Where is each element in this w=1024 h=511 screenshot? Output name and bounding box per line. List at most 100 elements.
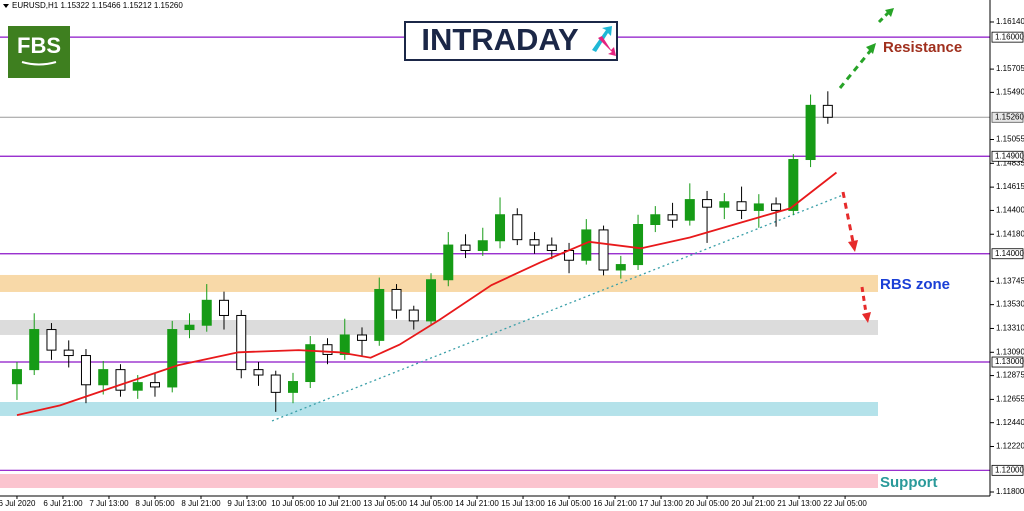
candle-body [633,223,644,266]
y-tick-label: 1.15490 [996,87,1024,96]
y-tick-label: 1.14180 [996,229,1024,238]
annotation: Resistance [883,39,962,56]
candle-body [736,201,747,211]
x-tick-label: 9 Jul 13:00 [227,499,267,508]
zones [0,274,878,488]
x-tick-label: 17 Jul 13:00 [639,499,683,508]
zone [0,274,878,292]
current-price-label: 1.15260 [995,112,1024,121]
zone [0,401,878,416]
level-label: 1.14900 [995,151,1024,160]
y-tick-label: 1.15705 [996,64,1024,73]
candle-body [305,344,316,383]
candle-body [322,344,333,355]
candle-body [426,279,437,322]
candle-body [253,369,264,376]
up-arrow-head [866,43,876,54]
candle-body [29,329,40,371]
level-label: 1.13000 [995,357,1024,366]
fbs-logo-swoosh [21,61,57,66]
level-label-box [991,248,1024,260]
y-tick-label: 1.14835 [996,158,1024,167]
candle-body [218,299,229,316]
candle-body [719,201,730,208]
candles [11,91,844,422]
candle-body [667,214,678,221]
candle-body [753,203,764,211]
candle-body [529,239,540,246]
candle-body [546,244,557,251]
level-label-box [991,31,1024,43]
zone [0,474,878,488]
candle-body [374,288,385,341]
y-tick-label: 1.14615 [996,182,1024,191]
up-arrow-2 [877,11,890,24]
x-tick-label: 20 Jul 05:00 [685,499,729,508]
candle-body [98,369,109,386]
candle-body [184,324,195,331]
candle-body [512,214,523,241]
header-icon [3,4,9,8]
intraday-logo [404,21,618,61]
x-tick-label: 10 Jul 05:00 [271,499,315,508]
candle-body [288,381,299,393]
fbs-logo [8,26,70,78]
y-tick-label: 1.11800 [996,487,1024,496]
candle-body [11,369,22,385]
x-tick-label: 13 Jul 05:00 [363,499,407,508]
y-tick-label: 1.12655 [996,395,1024,404]
candle-body [132,382,143,391]
x-tick-label: 8 Jul 21:00 [181,499,221,508]
x-tick-label: 6 Jul 2020 [0,499,36,508]
x-tick-label: 16 Jul 21:00 [593,499,637,508]
candle-body [115,369,126,391]
up-arrow-2-head [885,8,894,17]
candle-body [598,229,609,271]
y-tick-label: 1.13530 [996,300,1024,309]
annotation: RBS zone [880,276,950,293]
moving-average [16,171,838,416]
candle-body [80,355,91,386]
candle-body [236,314,247,371]
x-tick-label: 14 Jul 21:00 [455,499,499,508]
logo-arrow-down [598,36,616,56]
candle-body [495,214,506,242]
candle-body [443,244,454,281]
candle-body [339,334,350,355]
level-label: 1.14000 [995,249,1024,258]
current-price-box [991,111,1024,123]
x-tick-label: 21 Jul 13:00 [777,499,821,508]
candle-body [391,288,402,311]
y-tick-label: 1.13745 [996,276,1024,285]
y-tick-label: 1.12440 [996,418,1024,427]
trendline [271,194,844,422]
x-tick-label: 8 Jul 05:00 [135,499,175,508]
candle-body [702,199,713,208]
x-tick-label: 15 Jul 13:00 [501,499,545,508]
x-tick-label: 7 Jul 13:00 [89,499,129,508]
y-tick-label: 1.13310 [996,324,1024,333]
y-tick-label: 1.12875 [996,371,1024,380]
candle-body [201,299,212,326]
x-tick-label: 16 Jul 05:00 [547,499,591,508]
y-tick-label: 1.13090 [996,347,1024,356]
x-tick-label: 10 Jul 21:00 [317,499,361,508]
candle-body [149,382,160,388]
level-label-box [991,464,1024,476]
candle-body [63,349,74,357]
intraday-logo-text: INTRADAY [421,22,579,57]
y-tick-label: 1.14400 [996,206,1024,215]
level-label: 1.12000 [995,465,1024,474]
y-tick-label: 1.12220 [996,442,1024,451]
level-label: 1.16000 [995,32,1024,41]
candle-body [357,334,368,341]
x-tick-label: 6 Jul 21:00 [43,499,83,508]
x-tick-label: 20 Jul 21:00 [731,499,775,508]
candle-body [684,199,695,221]
y-tick-label: 1.16140 [996,17,1024,26]
down-arrow-head [848,240,858,252]
candle-body [477,240,488,251]
level-label-box [991,150,1024,162]
